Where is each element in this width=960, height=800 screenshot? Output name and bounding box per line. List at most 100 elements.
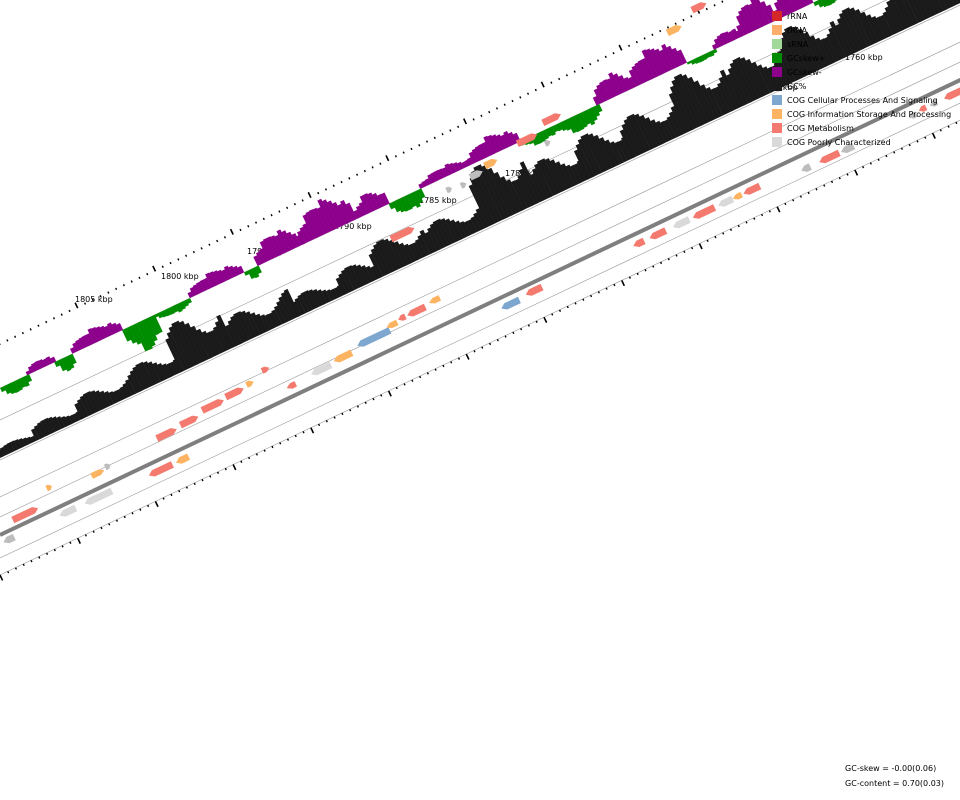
gc-skew-positive-bar [566, 117, 577, 134]
gc-skew-positive-bar [168, 306, 175, 315]
gc-skew-positive-bar [153, 313, 159, 318]
gc-percent-bar [161, 363, 172, 379]
gc-percent-bar [726, 73, 745, 107]
tick-mark [527, 324, 530, 327]
gc-percent-bar [609, 141, 624, 165]
gc-skew-positive-bar [14, 379, 23, 391]
gc-skew-negative-bar [723, 31, 733, 43]
legend-swatch [772, 67, 782, 77]
gc-percent-bar [365, 265, 377, 282]
gc-skew-negative-bar [728, 30, 736, 42]
gc-skew-negative-bar [467, 157, 474, 166]
gc-percent-bar [942, 0, 951, 10]
gc-skew-positive-bar [68, 353, 77, 365]
tick-mark [403, 383, 406, 386]
forward-gene-arrow [155, 428, 177, 442]
legend-item: sRNA [772, 37, 960, 51]
tick-mark [254, 221, 258, 224]
tick-mark [512, 331, 515, 335]
gc-skew-negative-bar [286, 231, 298, 249]
gc-percent-bar [933, 0, 944, 13]
legend-label: GCskew+ [787, 53, 826, 63]
gc-percent-bar [138, 361, 154, 387]
gc-skew-positive-bar [157, 311, 164, 319]
tick-mark [643, 37, 646, 40]
gc-skew-positive-bar [160, 310, 168, 318]
gc-skew-negative-bar [618, 75, 630, 92]
gc-skew-negative-bar [327, 200, 343, 228]
legend-item: COG Poorly Characterized [772, 135, 960, 149]
gc-skew-negative-bar [430, 171, 439, 182]
gc-percent-bar [623, 118, 644, 155]
reverse-gene-arrow [386, 319, 399, 329]
gc-skew-positive-bar [247, 268, 256, 280]
tick-mark [154, 501, 159, 508]
gc-skew-positive-bar [3, 384, 12, 395]
gc-skew-negative-bar [281, 230, 294, 251]
forward-gene-arrow [483, 158, 498, 170]
tick-mark [332, 184, 335, 187]
tick-mark [683, 250, 686, 254]
reverse-gene-arrow [944, 87, 960, 100]
gc-skew-positive-bar [175, 303, 183, 313]
gc-percent-bar [125, 379, 136, 396]
forward-gene-arrow [103, 463, 111, 471]
gc-percent-bar [427, 227, 442, 251]
tick-mark [540, 81, 545, 88]
gc-percent-bar [166, 331, 189, 371]
gc-percent-bar [866, 14, 883, 42]
tick-mark [682, 18, 685, 22]
tick-label: 1805 kbp [75, 295, 113, 304]
legend-label: COG Metabolism [787, 123, 854, 133]
gc-skew-negative-bar [596, 84, 608, 102]
gc-percent-bar [297, 294, 310, 314]
tick-mark [558, 77, 561, 81]
gc-percent-bar [889, 0, 908, 30]
tick-mark [152, 265, 157, 272]
tick-mark [504, 335, 507, 338]
tick-mark [604, 55, 607, 59]
gc-skew-negative-bar [42, 358, 49, 367]
gc-skew-negative-bar [203, 277, 212, 290]
gc-percent-bar [165, 338, 185, 373]
gc-percent-bar [31, 428, 40, 441]
gc-percent-bar [43, 417, 55, 434]
gc-percent-bar [108, 391, 118, 404]
gc-skew-positive-bar [591, 105, 601, 117]
gc-skew-negative-bar [111, 322, 120, 334]
gc-percent-bar [317, 289, 328, 305]
gc-percent-bar [911, 0, 926, 22]
tick-mark [729, 228, 733, 231]
tick-mark [185, 254, 188, 257]
gc-percent-bar [803, 31, 825, 70]
gc-skew-negative-bar [72, 342, 80, 352]
gc-skew-negative-bar [302, 223, 314, 242]
gc-skew-negative-bar [78, 337, 87, 349]
gc-percent-bar [876, 16, 890, 39]
tick-mark [293, 202, 296, 206]
tick-mark [38, 556, 41, 559]
gc-percent-bar [781, 31, 807, 78]
tick-mark [193, 482, 196, 486]
gc-skew-positive-bar [125, 326, 137, 344]
gc-percent-bar [450, 219, 463, 241]
reverse-gene-arrow [311, 361, 333, 376]
gc-percent-bar [838, 12, 861, 53]
forward-gene-arrow [45, 484, 52, 492]
gc-skew-positive-bar [395, 198, 406, 213]
gc-skew-negative-bar [312, 207, 329, 235]
gc-percent-bar [544, 158, 565, 193]
forward-gene-arrow [245, 380, 254, 388]
reverse-gene-arrow [649, 227, 668, 240]
tick-mark [807, 191, 810, 195]
gc-percent-bar [393, 241, 409, 267]
tick-mark [301, 199, 304, 202]
gc-percent-bar [68, 414, 77, 424]
gc-skew-negative-bar [50, 356, 57, 364]
gc-percent-bar [475, 208, 489, 229]
gc-percent-bar [171, 322, 196, 368]
gc-percent-bar [419, 229, 434, 255]
gc-skew-negative-bar [713, 38, 722, 48]
gc-skew-positive-bar [570, 116, 581, 133]
gc-skew-positive-bar [816, 0, 824, 8]
